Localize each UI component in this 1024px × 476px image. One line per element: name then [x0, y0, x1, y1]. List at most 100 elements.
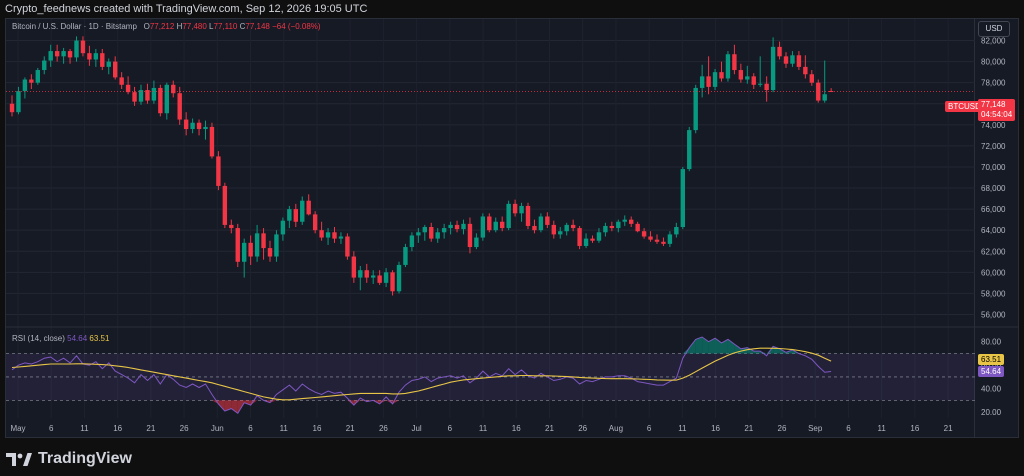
candle-body [680, 169, 685, 228]
candle-body [287, 209, 292, 221]
high-value: 77,480 [182, 22, 207, 31]
candle-body [74, 40, 79, 58]
candle-body [100, 53, 105, 67]
price-tick-label: 74,000 [981, 121, 1006, 130]
candle-body [474, 237, 479, 248]
candle-body [648, 236, 653, 240]
candle-body [371, 275, 376, 278]
candle-body [132, 92, 137, 102]
candle-body [551, 224, 556, 235]
time-tick-label: 21 [744, 424, 753, 433]
candle-body [293, 209, 298, 222]
price-tick-label: 60,000 [981, 268, 1006, 277]
candle-body [280, 220, 286, 235]
rsi-overbought-fill [721, 339, 728, 354]
rsi-ma-badge: 63.51 [978, 354, 1005, 365]
time-tick-label: 6 [248, 424, 253, 433]
time-tick-label: 26 [180, 424, 189, 433]
candle-body [661, 241, 666, 244]
candle-body [622, 219, 627, 222]
candle-body [16, 91, 21, 113]
candle-body [809, 74, 814, 83]
candle-body [706, 76, 711, 87]
candle-body [235, 228, 240, 262]
candle-body [351, 256, 357, 278]
price-tick-label: 78,000 [981, 79, 1006, 88]
candle-body [732, 54, 737, 71]
candle-body [364, 270, 369, 278]
time-tick-label: 26 [578, 424, 587, 433]
candle-body [583, 238, 589, 246]
rsi-tick-label: 60.00 [981, 361, 1002, 370]
candle-body [777, 46, 782, 57]
price-tick-label: 68,000 [981, 184, 1006, 193]
footer-brand[interactable]: TradingView [6, 448, 132, 470]
candle-body [216, 156, 221, 186]
candle-body [751, 76, 756, 85]
candle-body [693, 87, 698, 131]
candle-body [712, 72, 718, 87]
candle-body [54, 51, 60, 57]
price-tick-label: 70,000 [981, 163, 1006, 172]
last-price-badge: 77,148 04:54:04 [978, 99, 1016, 121]
time-tick-label: 16 [512, 424, 521, 433]
candle-body [125, 84, 131, 93]
time-tick-label: 11 [479, 424, 488, 433]
candle-body [745, 76, 750, 80]
candle-body [667, 234, 673, 244]
low-label: L [209, 22, 214, 31]
candle-body [300, 200, 305, 222]
rsi-overbought-fill [708, 338, 716, 354]
candle-body [493, 221, 498, 231]
candle-body [383, 272, 389, 283]
time-tick-label: 11 [678, 424, 687, 433]
time-tick-label: Jul [411, 424, 421, 433]
candle-body [274, 234, 279, 257]
candle-body [422, 227, 427, 233]
candle-body [390, 272, 395, 292]
currency-button[interactable]: USD [978, 21, 1010, 37]
time-tick-label: 26 [379, 424, 388, 433]
candle-body [138, 90, 144, 102]
time-tick-label: 21 [944, 424, 953, 433]
time-tick-label: 26 [778, 424, 787, 433]
candle-body [403, 247, 408, 265]
candle-body [203, 126, 208, 130]
candle-body [487, 216, 492, 231]
time-tick-label: 6 [846, 424, 851, 433]
price-tick-label: 66,000 [981, 205, 1006, 214]
rsi-oversold-fill [347, 400, 354, 406]
candle-body [506, 203, 511, 229]
candle-body [590, 238, 595, 241]
candle-body [67, 51, 73, 58]
candle-body [248, 242, 253, 257]
rsi-overbought-fill [753, 351, 761, 354]
candle-body [545, 216, 550, 225]
footer-brand-text: TradingView [38, 450, 132, 467]
candle-body [209, 126, 215, 157]
bar-countdown: 04:54:04 [981, 110, 1013, 119]
candle-body [190, 122, 195, 130]
rsi-tick-label: 20.00 [981, 408, 1002, 417]
candle-body [519, 205, 524, 214]
candle-body [177, 93, 182, 120]
rsi-overbought-fill [689, 339, 696, 354]
open-value: 77,212 [149, 22, 175, 31]
candle-body [261, 233, 266, 249]
close-label: C [239, 22, 246, 31]
candle-body [319, 230, 324, 238]
candle-body [113, 61, 118, 78]
price-tick-label: 82,000 [981, 37, 1006, 46]
low-value: 77,110 [213, 22, 238, 31]
time-tick-label: Aug [609, 424, 623, 433]
price-tick-label: 62,000 [981, 247, 1006, 256]
last-price: 77,148 [981, 100, 1006, 109]
candle-body [738, 70, 744, 80]
price-tick-label: 72,000 [981, 142, 1006, 151]
time-tick-label: Jun [211, 424, 224, 433]
candle-body [196, 122, 202, 130]
candle-body [183, 119, 189, 130]
time-tick-label: 21 [545, 424, 554, 433]
